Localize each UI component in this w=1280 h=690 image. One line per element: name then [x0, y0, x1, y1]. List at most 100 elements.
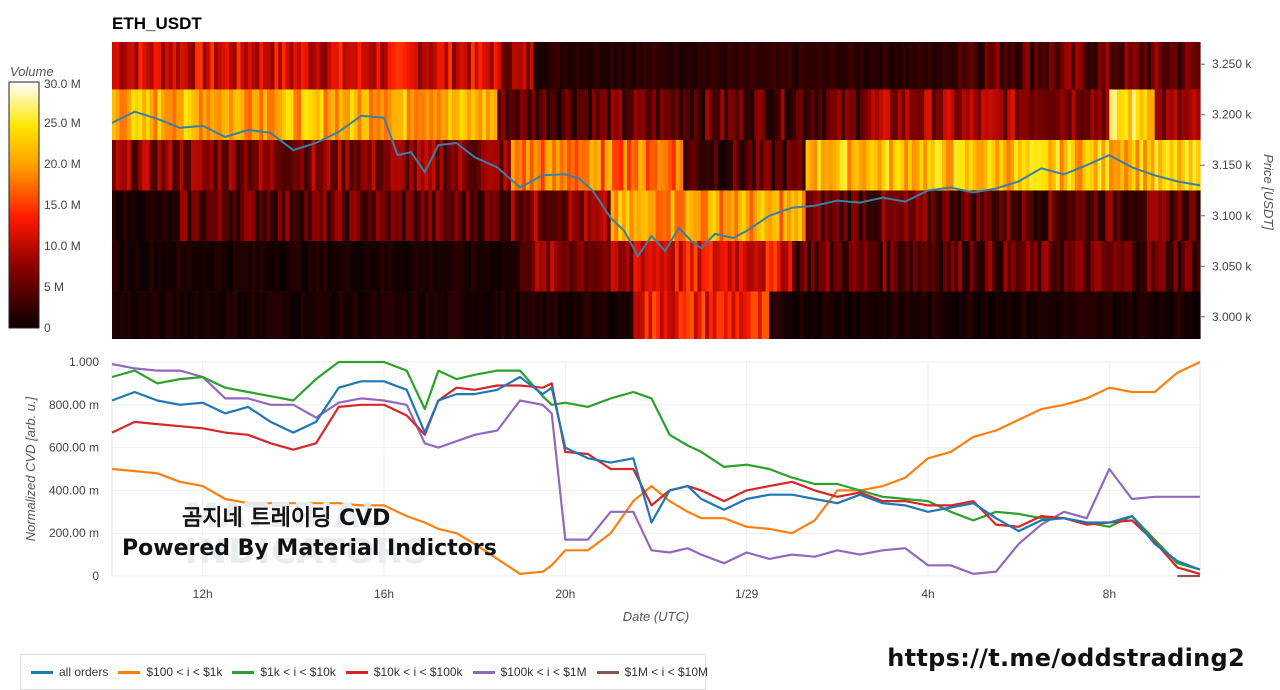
heatmap-cell — [248, 89, 253, 140]
legend-swatch — [118, 670, 141, 674]
heatmap-cell — [958, 42, 963, 90]
heatmap-cell — [395, 291, 400, 339]
heatmap-cell — [656, 139, 662, 191]
heatmap-cell — [765, 241, 770, 292]
heatmap-cell — [353, 42, 359, 90]
heatmap-cell — [875, 291, 880, 339]
heatmap-cell — [1056, 89, 1061, 140]
heatmap-cell — [372, 241, 378, 292]
heatmap-cell — [1139, 139, 1144, 191]
heatmap-cell — [236, 190, 241, 242]
heatmap-cell — [1022, 291, 1027, 339]
heatmap-cell — [465, 190, 471, 242]
legend-item[interactable]: $10k < i < $100k — [345, 665, 463, 679]
heatmap-cell — [813, 139, 818, 191]
heatmap-cell — [1086, 291, 1092, 339]
heatmap-cell — [282, 291, 287, 339]
heatmap-cell — [172, 89, 177, 140]
heatmap-cell — [996, 291, 1001, 339]
heatmap-cell — [786, 190, 792, 242]
heatmap-cell — [620, 42, 626, 90]
heatmap-cell — [470, 42, 476, 90]
heatmap-cell — [1124, 42, 1129, 90]
heatmap-cell — [164, 42, 170, 90]
telegram-link[interactable]: https://t.me/oddstrading2 — [887, 644, 1245, 672]
heatmap-cell — [767, 139, 772, 191]
heatmap-cell — [421, 241, 427, 292]
heatmap-cell — [522, 190, 527, 242]
heatmap-cell — [916, 42, 921, 90]
heatmap-cell — [644, 89, 650, 140]
cvd-y-tick-label: 400.00 m — [49, 483, 99, 497]
heatmap-cell — [692, 42, 698, 90]
heatmap-cell — [945, 190, 951, 242]
heatmap-cell — [337, 139, 343, 191]
heatmap-cell — [950, 291, 956, 339]
heatmap-cell — [1105, 190, 1110, 242]
heatmap-cell — [640, 291, 646, 339]
heatmap-cell — [1181, 190, 1186, 242]
heatmap-cell — [560, 190, 566, 242]
heatmap-cell — [1030, 42, 1035, 90]
heatmap-cell — [901, 291, 906, 339]
heatmap-cell — [1007, 42, 1012, 90]
heatmap-cell — [977, 42, 982, 90]
heatmap-cell — [1196, 42, 1201, 90]
heatmap-cell — [452, 42, 457, 90]
legend-item[interactable]: all orders — [31, 665, 108, 679]
heatmap-cell — [278, 291, 283, 339]
legend-item[interactable]: $1k < i < $10k — [232, 665, 336, 679]
legend-item[interactable]: $1M < i < $10M — [596, 665, 708, 679]
heatmap-cell — [357, 89, 362, 140]
heatmap-cell — [871, 89, 876, 140]
heatmap-cell — [236, 139, 241, 191]
heatmap-cell — [612, 139, 617, 191]
heatmap-cell — [863, 291, 869, 339]
heatmap-cell — [463, 42, 468, 90]
heatmap-cell — [1026, 241, 1031, 292]
heatmap-cell — [263, 42, 268, 90]
heatmap-cell — [992, 241, 997, 292]
legend-item[interactable]: $100k < i < $1M — [472, 665, 587, 679]
heatmap-cell — [561, 241, 566, 292]
heatmap-cell — [792, 291, 797, 339]
heatmap-cell — [300, 139, 305, 191]
heatmap-cell — [671, 139, 677, 191]
heatmap-cell — [535, 241, 540, 292]
heatmap-cell — [750, 89, 755, 140]
heatmap-cell — [950, 241, 956, 292]
heatmap-cell — [229, 291, 234, 339]
heatmap-cell — [742, 89, 748, 140]
heatmap-cell — [958, 89, 963, 140]
heatmap-cell — [992, 42, 997, 90]
heatmap-cell — [935, 42, 940, 90]
heatmap-cell — [1003, 89, 1008, 140]
heatmap-cell — [911, 139, 917, 191]
heatmap-cell — [123, 42, 128, 90]
heatmap-cell — [240, 291, 245, 339]
heatmap-cell — [627, 139, 632, 191]
heatmap-cell — [598, 42, 603, 90]
heatmap-cell — [1037, 291, 1042, 339]
heatmap-cell — [1109, 241, 1114, 292]
legend-item[interactable]: $100 < i < $1k — [118, 665, 222, 679]
heatmap-cell — [826, 241, 831, 292]
heatmap-cell — [357, 291, 362, 339]
heatmap-cell — [579, 42, 584, 90]
heatmap-cell — [557, 89, 563, 140]
heatmap-cell — [263, 89, 268, 140]
heatmap-cell — [406, 89, 412, 140]
heatmap-cell — [610, 89, 616, 140]
heatmap-cell — [606, 89, 612, 140]
heatmap-cell — [640, 241, 646, 292]
legend-swatch — [31, 670, 53, 674]
heatmap-cell — [928, 241, 933, 292]
heatmap-cell — [886, 241, 891, 292]
heatmap-cell — [648, 190, 653, 242]
heatmap-cell — [345, 139, 350, 191]
heatmap-cell — [726, 42, 732, 90]
heatmap-cell — [429, 89, 434, 140]
heatmap-cell — [244, 291, 249, 339]
heatmap-cell — [824, 139, 829, 191]
